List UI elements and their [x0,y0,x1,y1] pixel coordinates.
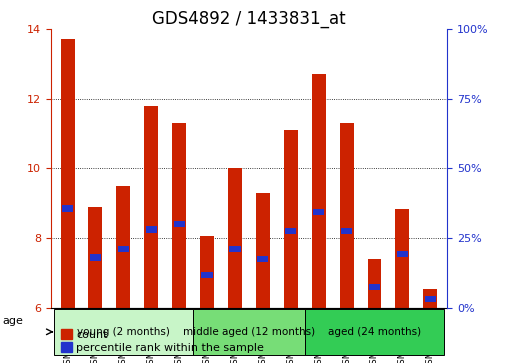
Title: GDS4892 / 1433831_at: GDS4892 / 1433831_at [152,10,346,28]
Bar [174,221,185,227]
Legend: count, percentile rank within the sample: count, percentile rank within the sample [56,325,269,358]
Text: age: age [3,316,23,326]
Bar [313,209,324,215]
Bar [116,186,131,308]
Bar [90,254,101,261]
Bar [312,74,326,308]
Bar [256,193,270,308]
Bar [146,227,157,233]
Bar [395,209,409,308]
Bar [423,289,437,308]
Bar [285,228,296,234]
Text: young (2 months): young (2 months) [77,327,170,337]
Bar [144,106,158,308]
Bar [257,256,268,262]
Bar [397,251,408,257]
Bar [369,284,380,290]
Bar [200,236,214,308]
Bar [60,40,75,308]
Bar [367,259,382,308]
Bar [202,272,213,278]
Bar [62,205,73,212]
Bar [88,207,103,308]
Bar [340,123,354,308]
Bar [118,245,129,252]
Bar [230,245,241,252]
Text: middle aged (12 months): middle aged (12 months) [183,327,315,337]
FancyBboxPatch shape [193,309,305,355]
FancyBboxPatch shape [53,309,193,355]
Bar [341,228,352,234]
Bar [172,123,186,308]
Bar [425,296,436,302]
FancyBboxPatch shape [305,309,444,355]
Bar [228,168,242,308]
Bar [284,130,298,308]
Text: aged (24 months): aged (24 months) [328,327,421,337]
